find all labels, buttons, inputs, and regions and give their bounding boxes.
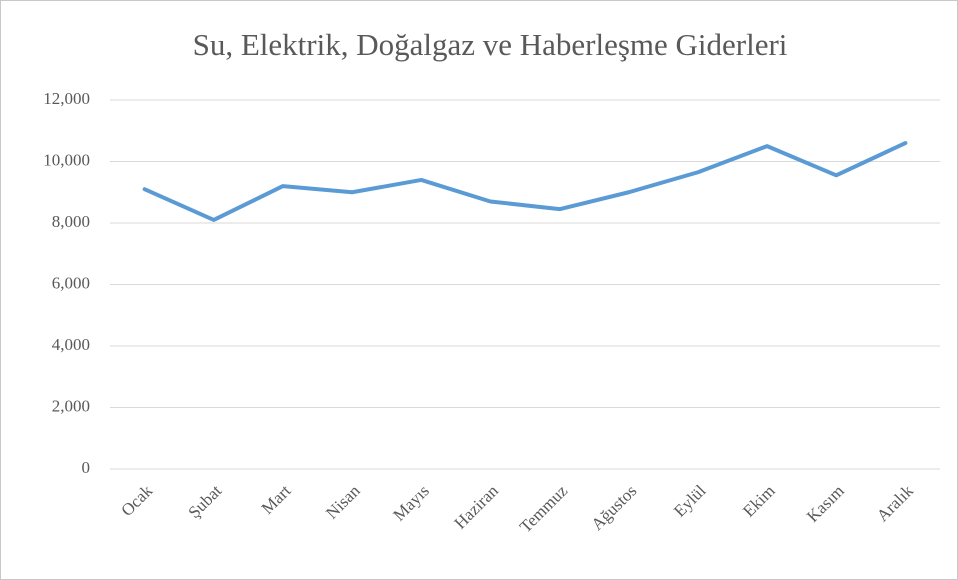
y-tick-label: 2,000 xyxy=(52,396,90,415)
chart-title: Su, Elektrik, Doğalgaz ve Haberleşme Gid… xyxy=(193,27,788,62)
y-tick-label: 12,000 xyxy=(43,89,90,108)
y-tick-label: 8,000 xyxy=(52,212,90,231)
y-tick-label: 10,000 xyxy=(43,150,90,169)
y-tick-label: 6,000 xyxy=(52,273,90,292)
y-tick-label: 0 xyxy=(82,458,91,477)
data-line xyxy=(142,141,908,222)
y-tick-label: 4,000 xyxy=(52,335,90,354)
